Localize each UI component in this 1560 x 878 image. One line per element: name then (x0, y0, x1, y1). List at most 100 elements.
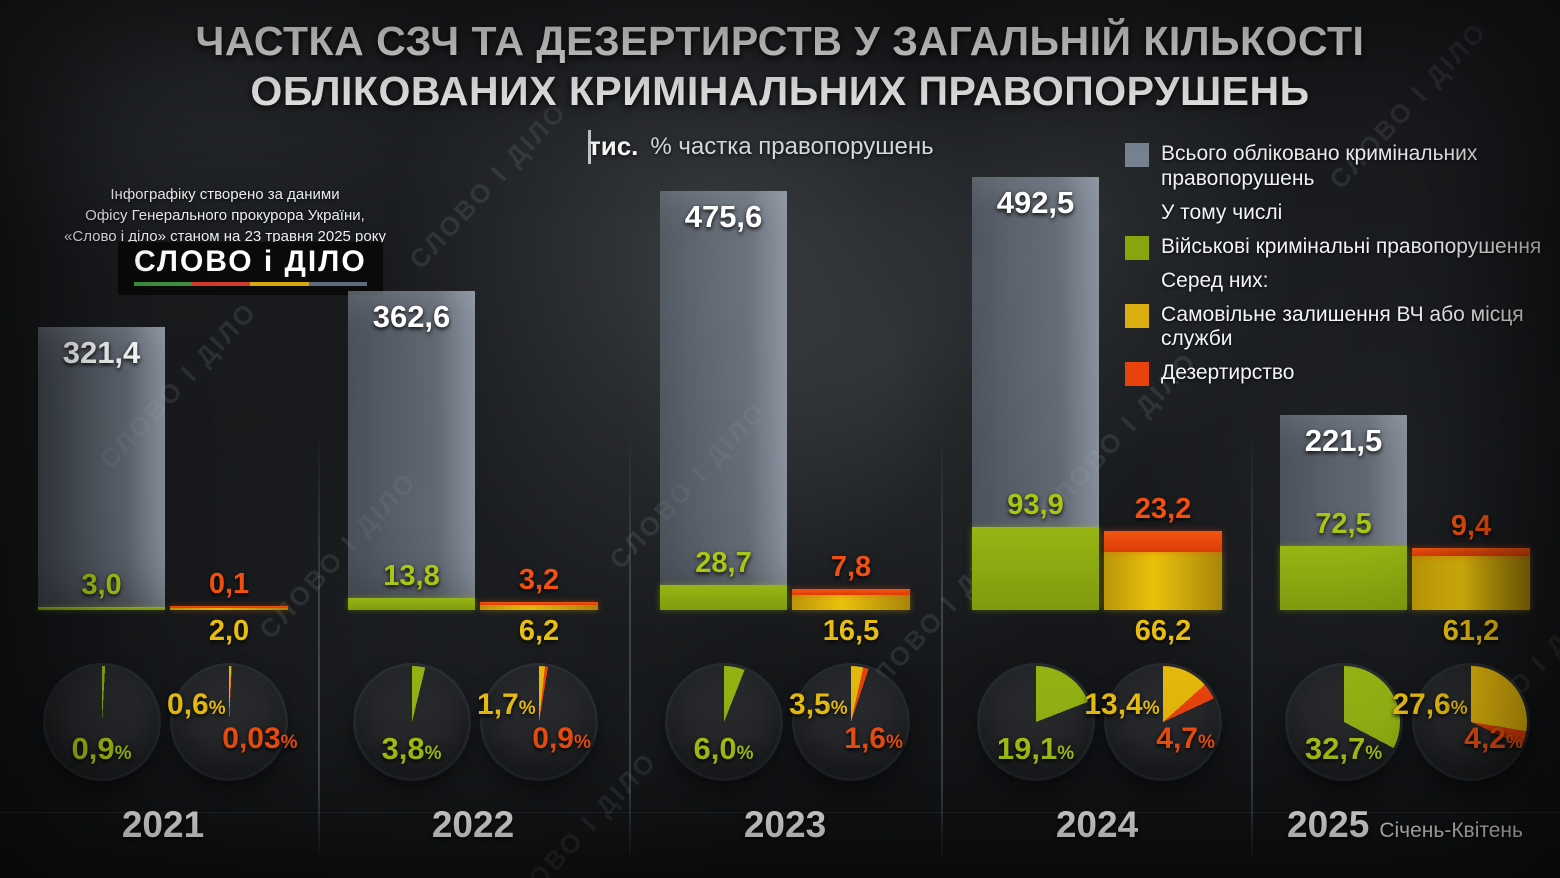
pie-awol-label-2024: 13,4% (1084, 688, 1159, 722)
bar-awol-label-2024: 66,2 (1134, 615, 1192, 647)
bar-total-2022 (348, 290, 475, 610)
pie-desertion-percent-sign-2024: % (1197, 732, 1215, 753)
year-text-2023: 2023 (743, 804, 827, 845)
bar-total-label-2023: 475,6 (684, 199, 763, 235)
pie-awol-label-2022: 1,7% (477, 688, 536, 722)
pie-desertion-value-2025: 4,2 (1464, 722, 1506, 755)
pie-military-2022: 3,8% (355, 666, 468, 778)
pie-awol-percent-sign-2024: % (1142, 698, 1160, 720)
pie-military-label-2023: 6,0% (693, 731, 753, 767)
pie-awol-desertion-2022: 1,7% 0,9% (477, 666, 595, 778)
pie-military-2024: 19,1% (979, 666, 1092, 778)
bar-military-2024 (972, 527, 1099, 610)
group-divider-2 (941, 430, 943, 855)
pie-awol-desertion-2023: 3,5% 1,6% (789, 666, 907, 778)
pie-awol-percent-sign-2022: % (518, 698, 536, 720)
pie-military-percent-sign-2025: % (1365, 742, 1383, 764)
logo-underline-segment-1 (192, 282, 251, 286)
legend-swatch-2 (1125, 235, 1149, 260)
bar-awol-2023 (792, 595, 910, 610)
pie-awol-desertion-slices-2023 (795, 666, 907, 778)
bar-desertion-2022 (480, 601, 598, 605)
pie-desertion-percent-sign-2022: % (573, 732, 591, 753)
pie-desertion-label-2023: 1,6% (844, 722, 903, 756)
bar-awol-2021 (170, 607, 288, 610)
pie-awol-label-2021: 0,6% (167, 688, 226, 722)
pie-desertion-value-2021: 0,03 (222, 722, 281, 755)
bar-total-label-2021: 321,4 (62, 335, 141, 371)
pie-awol-percent-sign-2025: % (1450, 698, 1468, 720)
page-title-line1: ЧАСТКА СЗЧ ТА ДЕЗЕРТИРСТВ У ЗАГАЛЬНІЙ КІ… (195, 18, 1365, 64)
legend-label-1: У тому числі (1161, 200, 1283, 224)
group-divider-0 (318, 430, 320, 855)
bar-desertion-label-2022: 3,2 (518, 563, 560, 596)
background-table-edge (0, 812, 1560, 813)
axis-note-label: % частка правопорушень (650, 132, 934, 160)
legend-item-5: Дезертирство (1125, 361, 1555, 387)
year-text-2021: 2021 (121, 804, 205, 845)
pie-military-percent-sign-2021: % (114, 742, 132, 764)
pie-awol-value-2025: 27,6 (1392, 688, 1451, 722)
bar-desertion-label-2024: 23,2 (1134, 493, 1192, 526)
source-note: Інфографіку створено за даними Офісу Ген… (40, 184, 410, 247)
bar-military-label-2025: 72,5 (1315, 508, 1372, 541)
pie-desertion-label-2024: 4,7% (1156, 722, 1215, 756)
legend-label-5: Дезертирство (1161, 361, 1295, 385)
group-divider-3 (1251, 430, 1253, 855)
pie-desertion-label-2025: 4,2% (1464, 722, 1523, 756)
pie-military-value-2023: 6,0 (693, 730, 737, 766)
year-label-2022: 2022 (432, 804, 514, 846)
bar-military-2021 (38, 607, 165, 610)
bar-desertion-2024 (1104, 531, 1222, 552)
pie-military-label-2022: 3,8% (381, 731, 441, 767)
unit-label: тис. (588, 131, 639, 161)
pie-military-slice-2024 (979, 666, 1092, 778)
pie-military-value-2021: 0,9 (71, 730, 115, 766)
page-title-line2: ОБЛІКОВАНИХ КРИМІНАЛЬНИХ ПРАВОПОРУШЕНЬ (250, 68, 1310, 115)
legend-item-4: Самовільне залишення ВЧ або місця служби (1125, 303, 1555, 353)
bar-total-label-2025: 221,5 (1304, 423, 1383, 459)
pie-awol-label-2023: 3,5% (789, 688, 848, 722)
pie-military-label-2025: 32,7% (1305, 731, 1382, 767)
pie-desertion-value-2022: 0,9 (532, 722, 574, 755)
year-text-2024: 2024 (1055, 804, 1139, 845)
page-title: ЧАСТКА СЗЧ ТА ДЕЗЕРТИРСТВ У ЗАГАЛЬНІЙ КІ… (0, 16, 1560, 116)
bar-desertion-2021 (170, 606, 288, 608)
pie-military-value-2022: 3,8 (381, 730, 425, 766)
legend-item-0: Всього обліковано кримінальних правопору… (1125, 142, 1555, 192)
pie-awol-percent-sign-2021: % (208, 698, 226, 720)
slovoidilo-logo-text: СЛОВО і ДІЛО (134, 245, 367, 278)
pie-awol-value-2023: 3,5 (789, 688, 831, 722)
pie-military-2025: 32,7% (1287, 666, 1400, 778)
source-line3: «Слово і діло» станом на 23 травня 2025 … (64, 228, 386, 245)
year-text-2025: 2025 (1287, 804, 1370, 845)
pie-military-percent-sign-2022: % (424, 742, 442, 764)
pie-awol-value-2024: 13,4 (1084, 688, 1143, 722)
legend-label-2: Військові кримінальні правопорушення (1161, 234, 1542, 258)
pie-military-percent-sign-2024: % (1057, 742, 1075, 764)
bar-awol-label-2021: 2,0 (208, 615, 250, 647)
logo-underline-segment-0 (134, 282, 193, 286)
pie-military-label-2024: 19,1% (997, 731, 1074, 767)
legend: Всього обліковано кримінальних правопору… (1125, 142, 1555, 395)
pie-military-slice-2022 (355, 666, 468, 778)
bar-military-2022 (348, 597, 475, 610)
bar-total-2021 (38, 327, 165, 610)
bar-awol-label-2023: 16,5 (822, 615, 880, 647)
legend-swatch-5 (1125, 362, 1149, 387)
bar-desertion-label-2023: 7,8 (830, 550, 872, 583)
source-line1: Інфографіку створено за даними (110, 186, 340, 203)
bar-total-2023 (660, 191, 787, 610)
bar-awol-label-2025: 61,2 (1442, 615, 1500, 647)
pie-desertion-label-2021: 0,03% (222, 722, 297, 756)
pie-awol-desertion-slices-2025 (1415, 666, 1527, 778)
axis-note-divider (588, 129, 591, 164)
legend-item-3: Серед них: (1125, 269, 1555, 294)
year-label-2021: 2021 (122, 804, 204, 846)
pie-desertion-value-2024: 4,7 (1156, 722, 1198, 755)
bar-military-label-2024: 93,9 (1007, 489, 1064, 522)
pie-military-slice-2023 (667, 666, 780, 778)
legend-label-3: Серед них: (1161, 268, 1269, 292)
pie-awol-value-2021: 0,6 (167, 688, 209, 722)
pie-desertion-value-2023: 1,6 (844, 722, 886, 755)
